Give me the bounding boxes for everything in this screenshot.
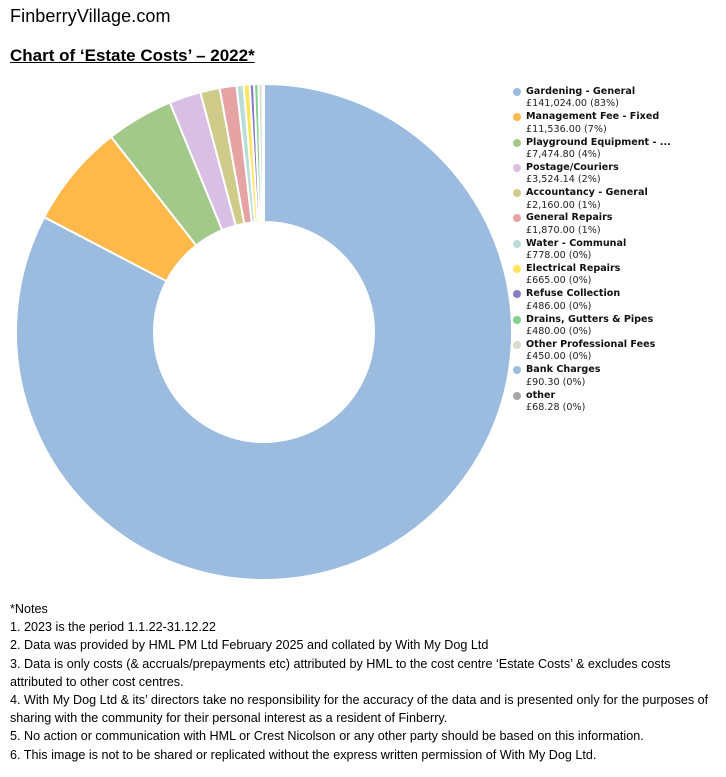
legend-swatch [513,315,521,324]
legend-value: £450.00 (0%) [526,351,592,363]
legend-swatch [513,366,521,375]
note-item: 6. This image is not to be shared or rep… [10,747,597,762]
note-item: 4. With My Dog Ltd & its’ directors take… [10,693,709,726]
legend-value: £7,474.80 (4%) [526,149,601,160]
legend-item: Drains, Gutters & Pipes £480.00 (0%) [512,314,722,339]
legend-label: Drains, Gutters & Pipes [526,313,654,325]
legend-value: £778.00 (0%) [526,250,592,262]
chart-legend: Gardening - General £141,024.00 (83%) Ma… [512,86,722,415]
legend-label: Postage/Couriers [526,161,619,173]
note-item: 5. No action or communication with HML o… [10,729,644,744]
notes: *Notes 1. 2023 is the period 1.1.22-31.1… [10,600,722,764]
legend-item: General Repairs £1,870.00 (1%) [512,212,722,237]
donut-slice [15,82,513,581]
legend-item: Water - Communal £778.00 (0%) [512,238,722,263]
legend-swatch [513,138,521,147]
legend-label: Management Fee - Fixed [526,111,660,123]
legend-value: £480.00 (0%) [526,326,592,338]
legend-swatch [513,290,521,299]
legend-value: £665.00 (0%) [526,275,592,287]
legend-label: Gardening - General [526,86,636,97]
legend-value: £486.00 (0%) [526,300,592,312]
legend-swatch [513,391,521,400]
legend-item: other £68.28 (0%) [512,390,722,415]
legend-swatch [513,163,521,172]
legend-label: Accountancy - General [526,187,648,199]
notes-heading: *Notes [10,602,48,616]
legend-item: Playground Equipment - ... £7,474.80 (4%… [512,137,722,162]
legend-value: £68.28 (0%) [526,401,586,413]
donut-slice [262,82,265,224]
legend-swatch [513,340,521,349]
legend-label: Water - Communal [526,237,627,249]
legend-item: Postage/Couriers £3,524.14 (2%) [512,162,722,187]
chart-title: Chart of ‘Estate Costs’ – 2022* [10,46,255,65]
note-item: 3. Data is only costs (& accruals/prepay… [10,656,671,689]
legend-label: General Repairs [526,212,613,224]
legend-value: £3,524.14 (2%) [526,174,601,186]
legend-label: other [526,389,556,401]
donut-chart [15,82,513,581]
legend-label: Refuse Collection [526,288,621,300]
legend-label: Playground Equipment - ... [526,136,671,148]
legend-item: Other Professional Fees £450.00 (0%) [512,339,722,364]
legend-item: Management Fee - Fixed £11,536.00 (7%) [512,111,722,136]
legend-item: Refuse Collection £486.00 (0%) [512,288,722,313]
legend-value: £141,024.00 (83%) [526,98,619,110]
legend-swatch [513,265,521,274]
legend-swatch [513,214,521,223]
legend-value: £2,160.00 (1%) [526,199,601,211]
legend-swatch [513,113,521,122]
legend-item: Electrical Repairs £665.00 (0%) [512,263,722,288]
legend-item: Bank Charges £90.30 (0%) [512,364,722,389]
legend-value: £11,536.00 (7%) [526,123,607,135]
legend-item: Accountancy - General £2,160.00 (1%) [512,187,722,212]
legend-label: Other Professional Fees [526,338,656,350]
legend-label: Bank Charges [526,364,601,376]
legend-swatch [513,189,521,198]
legend-item: Gardening - General £141,024.00 (83%) [512,86,722,111]
legend-value: £1,870.00 (1%) [526,224,601,236]
legend-swatch [513,239,521,248]
note-item: 1. 2023 is the period 1.1.22-31.12.22 [10,620,216,635]
note-item: 2. Data was provided by HML PM Ltd Febru… [10,638,489,653]
site-title: FinberryVillage.com [10,6,171,26]
legend-value: £90.30 (0%) [526,376,586,388]
legend-label: Electrical Repairs [526,263,621,275]
legend-swatch [513,88,521,96]
